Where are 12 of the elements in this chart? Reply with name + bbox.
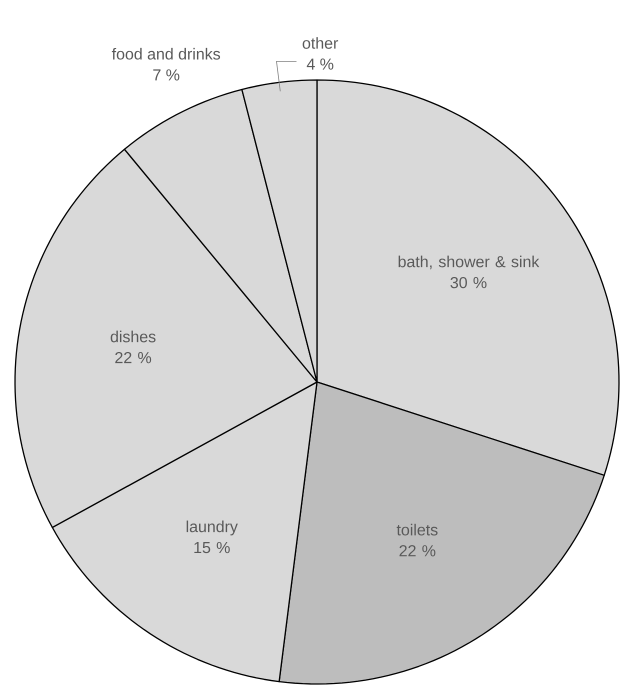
data-label: 7 % [153,69,180,80]
slice-label: dishes [110,330,156,342]
data-label: 30 % [450,276,487,288]
data-label: 4 % [306,58,334,70]
slice-label: food and drinks [112,48,220,60]
slice-label: laundry [186,520,238,536]
data-label: 22 % [115,352,152,364]
slice-label: toilets [396,524,438,536]
slice-label: other [302,37,338,49]
slice-label: bath, shower & sink [398,256,540,270]
data-label: 15 % [194,542,230,554]
data-label: 22 % [400,545,436,556]
